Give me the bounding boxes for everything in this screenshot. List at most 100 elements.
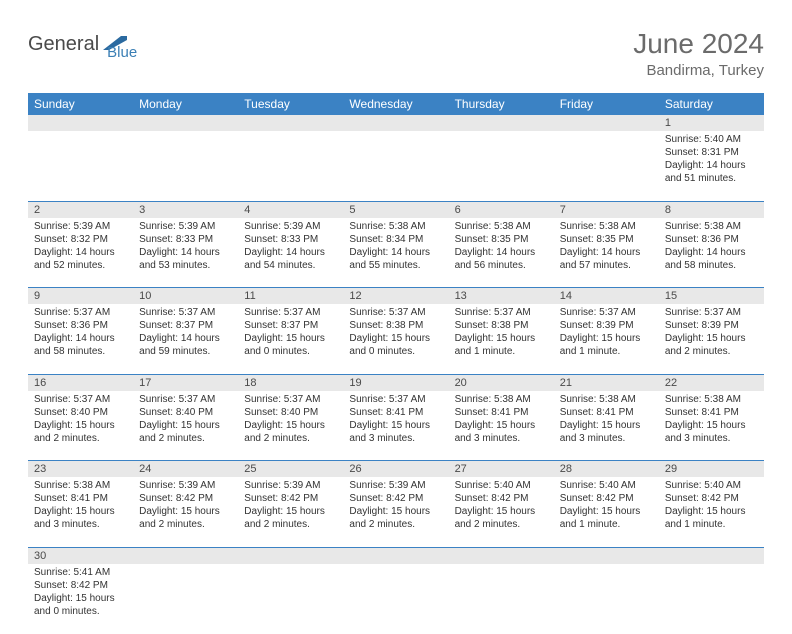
day-cell-content: Sunrise: 5:38 AMSunset: 8:35 PMDaylight:…	[449, 218, 554, 276]
day-number: 16	[28, 374, 133, 391]
daylight-text: Daylight: 15 hours and 3 minutes.	[34, 505, 127, 531]
day-cell-content: Sunrise: 5:37 AMSunset: 8:39 PMDaylight:…	[659, 304, 764, 362]
logo: General Blue	[28, 28, 137, 61]
daynum-row: 30	[28, 547, 764, 564]
day-number: 25	[238, 461, 343, 478]
sunset-text: Sunset: 8:42 PM	[244, 492, 337, 505]
page-title: June 2024	[633, 28, 764, 60]
sunrise-text: Sunrise: 5:37 AM	[139, 306, 232, 319]
day-number: 3	[133, 201, 238, 218]
day-number: 15	[659, 288, 764, 305]
day-cell-content: Sunrise: 5:37 AMSunset: 8:40 PMDaylight:…	[238, 391, 343, 449]
sunset-text: Sunset: 8:32 PM	[34, 233, 127, 246]
daylight-text: Daylight: 14 hours and 56 minutes.	[455, 246, 548, 272]
day-number: 7	[554, 201, 659, 218]
sunset-text: Sunset: 8:41 PM	[349, 406, 442, 419]
daylight-text: Daylight: 15 hours and 2 minutes.	[139, 505, 232, 531]
sunset-text: Sunset: 8:39 PM	[665, 319, 758, 332]
day-number: 8	[659, 201, 764, 218]
sunset-text: Sunset: 8:37 PM	[139, 319, 232, 332]
day-number	[343, 547, 448, 564]
sunrise-text: Sunrise: 5:40 AM	[455, 479, 548, 492]
day-cell	[28, 131, 133, 201]
sunrise-text: Sunrise: 5:38 AM	[560, 220, 653, 233]
day-cell	[449, 564, 554, 634]
daylight-text: Daylight: 15 hours and 2 minutes.	[34, 419, 127, 445]
day-number: 2	[28, 201, 133, 218]
content-row: Sunrise: 5:39 AMSunset: 8:32 PMDaylight:…	[28, 218, 764, 288]
sunset-text: Sunset: 8:36 PM	[665, 233, 758, 246]
daynum-row: 2345678	[28, 201, 764, 218]
sunset-text: Sunset: 8:37 PM	[244, 319, 337, 332]
daylight-text: Daylight: 15 hours and 1 minute.	[560, 505, 653, 531]
day-cell-content: Sunrise: 5:37 AMSunset: 8:38 PMDaylight:…	[449, 304, 554, 362]
day-number	[238, 115, 343, 131]
sunrise-text: Sunrise: 5:37 AM	[349, 306, 442, 319]
day-cell: Sunrise: 5:38 AMSunset: 8:36 PMDaylight:…	[659, 218, 764, 288]
daylight-text: Daylight: 15 hours and 0 minutes.	[349, 332, 442, 358]
sunset-text: Sunset: 8:39 PM	[560, 319, 653, 332]
day-cell: Sunrise: 5:38 AMSunset: 8:35 PMDaylight:…	[554, 218, 659, 288]
calendar-table: Sunday Monday Tuesday Wednesday Thursday…	[28, 93, 764, 634]
sunrise-text: Sunrise: 5:40 AM	[665, 133, 758, 146]
day-cell-content: Sunrise: 5:37 AMSunset: 8:38 PMDaylight:…	[343, 304, 448, 362]
day-cell: Sunrise: 5:37 AMSunset: 8:40 PMDaylight:…	[28, 391, 133, 461]
day-cell: Sunrise: 5:40 AMSunset: 8:31 PMDaylight:…	[659, 131, 764, 201]
daylight-text: Daylight: 14 hours and 58 minutes.	[665, 246, 758, 272]
content-row: Sunrise: 5:41 AMSunset: 8:42 PMDaylight:…	[28, 564, 764, 634]
sunset-text: Sunset: 8:33 PM	[244, 233, 337, 246]
sunrise-text: Sunrise: 5:37 AM	[665, 306, 758, 319]
daylight-text: Daylight: 14 hours and 55 minutes.	[349, 246, 442, 272]
day-cell: Sunrise: 5:39 AMSunset: 8:42 PMDaylight:…	[343, 477, 448, 547]
day-cell: Sunrise: 5:37 AMSunset: 8:38 PMDaylight:…	[449, 304, 554, 374]
day-cell-content: Sunrise: 5:40 AMSunset: 8:42 PMDaylight:…	[449, 477, 554, 535]
sunrise-text: Sunrise: 5:37 AM	[139, 393, 232, 406]
day-number: 23	[28, 461, 133, 478]
day-number: 5	[343, 201, 448, 218]
sunset-text: Sunset: 8:34 PM	[349, 233, 442, 246]
daylight-text: Daylight: 15 hours and 0 minutes.	[34, 592, 127, 618]
day-header: Sunday	[28, 93, 133, 115]
sunset-text: Sunset: 8:41 PM	[560, 406, 653, 419]
day-cell-content: Sunrise: 5:37 AMSunset: 8:39 PMDaylight:…	[554, 304, 659, 362]
daylight-text: Daylight: 15 hours and 2 minutes.	[665, 332, 758, 358]
day-number	[449, 115, 554, 131]
day-header: Saturday	[659, 93, 764, 115]
sunset-text: Sunset: 8:38 PM	[349, 319, 442, 332]
day-cell-content: Sunrise: 5:38 AMSunset: 8:41 PMDaylight:…	[554, 391, 659, 449]
day-cell-content: Sunrise: 5:41 AMSunset: 8:42 PMDaylight:…	[28, 564, 133, 622]
day-number	[28, 115, 133, 131]
sunrise-text: Sunrise: 5:38 AM	[665, 220, 758, 233]
day-cell: Sunrise: 5:39 AMSunset: 8:42 PMDaylight:…	[133, 477, 238, 547]
day-cell: Sunrise: 5:40 AMSunset: 8:42 PMDaylight:…	[449, 477, 554, 547]
daylight-text: Daylight: 15 hours and 1 minute.	[455, 332, 548, 358]
day-number: 29	[659, 461, 764, 478]
sunrise-text: Sunrise: 5:37 AM	[34, 306, 127, 319]
day-number: 12	[343, 288, 448, 305]
sunrise-text: Sunrise: 5:37 AM	[349, 393, 442, 406]
sunset-text: Sunset: 8:31 PM	[665, 146, 758, 159]
day-number	[133, 547, 238, 564]
sunrise-text: Sunrise: 5:37 AM	[455, 306, 548, 319]
sunrise-text: Sunrise: 5:38 AM	[560, 393, 653, 406]
day-number	[659, 547, 764, 564]
sunset-text: Sunset: 8:41 PM	[665, 406, 758, 419]
day-cell: Sunrise: 5:37 AMSunset: 8:39 PMDaylight:…	[659, 304, 764, 374]
day-cell	[449, 131, 554, 201]
day-number	[343, 115, 448, 131]
content-row: Sunrise: 5:38 AMSunset: 8:41 PMDaylight:…	[28, 477, 764, 547]
day-cell	[133, 564, 238, 634]
daylight-text: Daylight: 15 hours and 2 minutes.	[139, 419, 232, 445]
sunset-text: Sunset: 8:42 PM	[455, 492, 548, 505]
day-cell	[554, 564, 659, 634]
day-cell-content: Sunrise: 5:38 AMSunset: 8:41 PMDaylight:…	[449, 391, 554, 449]
day-cell-content: Sunrise: 5:37 AMSunset: 8:40 PMDaylight:…	[133, 391, 238, 449]
daylight-text: Daylight: 14 hours and 51 minutes.	[665, 159, 758, 185]
daynum-row: 1	[28, 115, 764, 131]
day-cell: Sunrise: 5:37 AMSunset: 8:37 PMDaylight:…	[238, 304, 343, 374]
sunrise-text: Sunrise: 5:38 AM	[455, 220, 548, 233]
daylight-text: Daylight: 14 hours and 59 minutes.	[139, 332, 232, 358]
day-cell: Sunrise: 5:39 AMSunset: 8:33 PMDaylight:…	[238, 218, 343, 288]
day-cell: Sunrise: 5:37 AMSunset: 8:40 PMDaylight:…	[238, 391, 343, 461]
day-header: Wednesday	[343, 93, 448, 115]
